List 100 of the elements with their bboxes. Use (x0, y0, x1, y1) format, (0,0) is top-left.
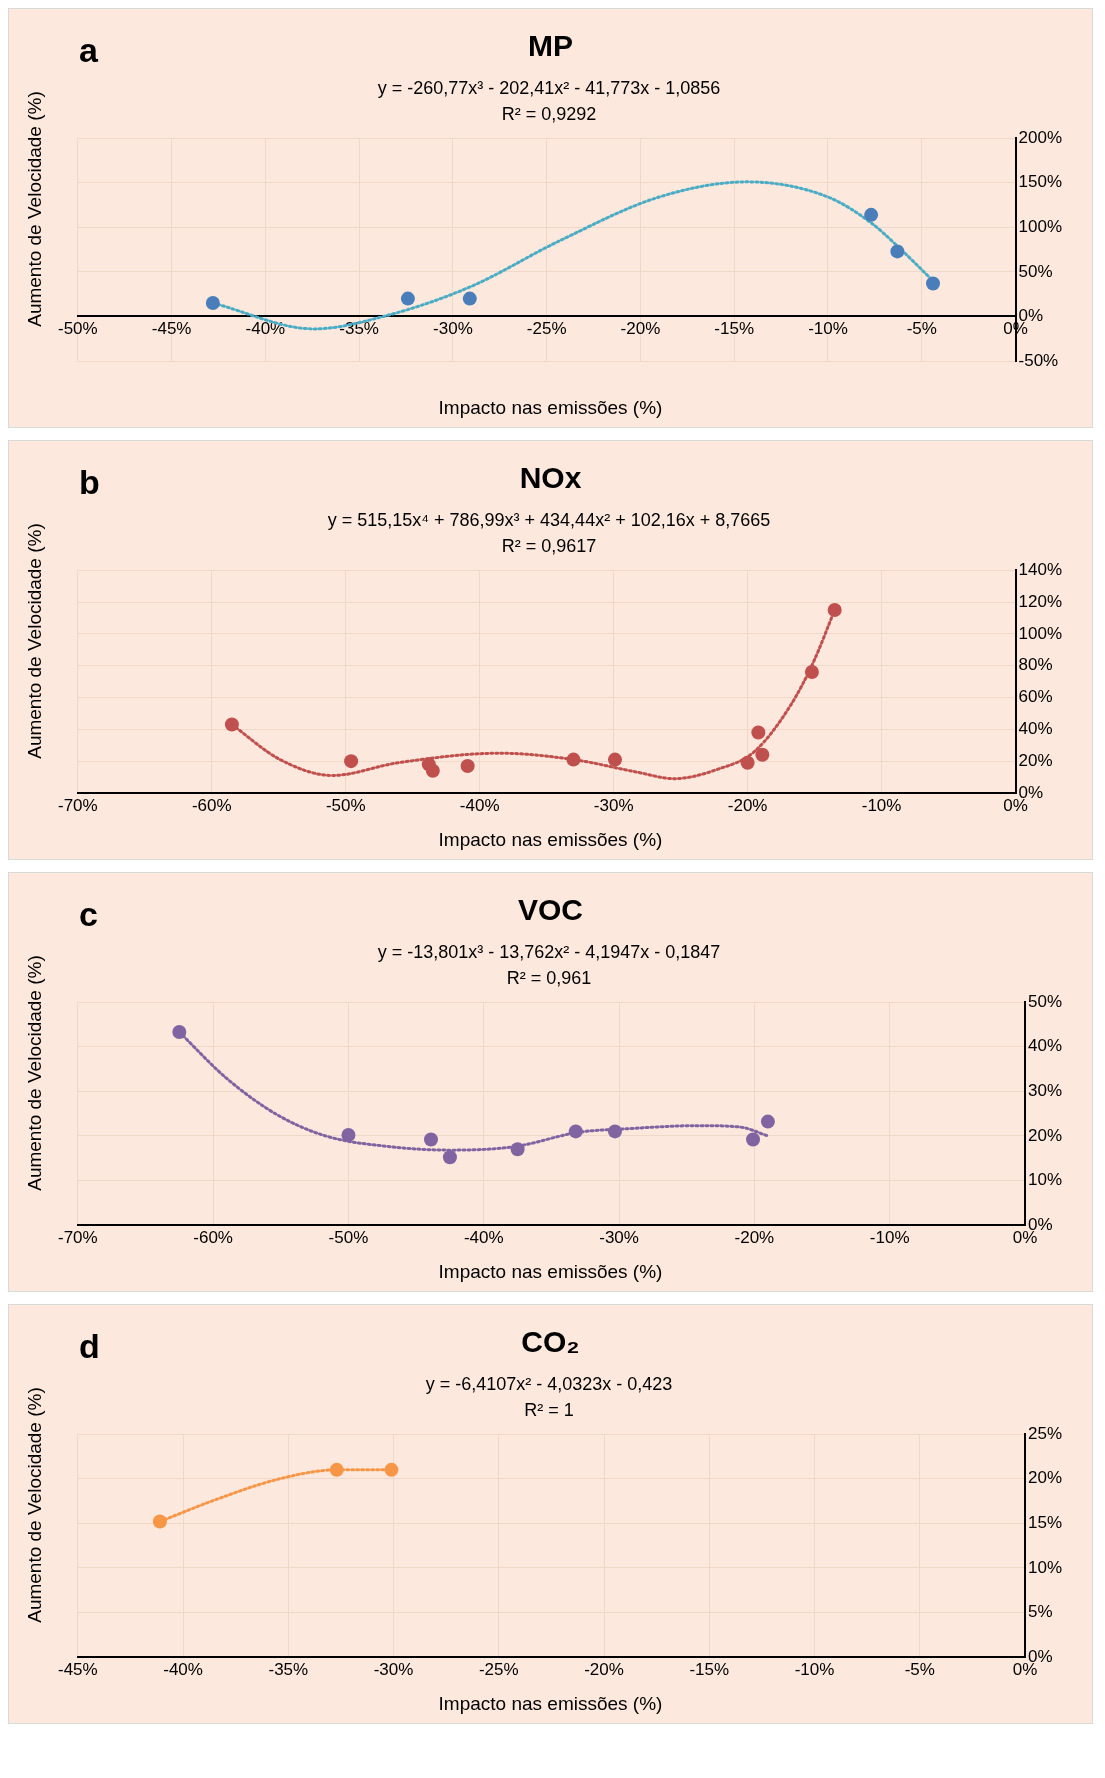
y-tick-label: 30% (1027, 1081, 1063, 1101)
text: R² = 0,9292 (500, 103, 598, 126)
x-tick-label: -50% (328, 1227, 369, 1247)
text: d (79, 1327, 100, 1366)
text: R² = 1 (523, 1399, 575, 1422)
x-tick-label: -5% (906, 319, 937, 339)
y-tick-label: 40% (1027, 1036, 1063, 1056)
text: R² = 0,9617 (500, 535, 598, 558)
x-tick-label: -40% (459, 795, 500, 815)
x-tick-label: -5% (904, 1659, 935, 1679)
point (740, 755, 755, 770)
point (442, 1150, 457, 1165)
y-tick-label: 120% (1018, 591, 1062, 611)
text: c (79, 895, 98, 934)
x-axis-title: Impacto nas emissões (%) (437, 1261, 664, 1283)
y-tick-label: 10% (1027, 1170, 1063, 1190)
point (760, 1114, 775, 1129)
x-tick-label: -25% (478, 1659, 519, 1679)
y-tick-label: 20% (1027, 1468, 1063, 1488)
x-tick-label: -10% (794, 1659, 835, 1679)
y-tick-label: 15% (1027, 1513, 1063, 1533)
text: y = 515,15x⁴ + 786,99x³ + 434,44x² + 102,16x + 8,7665 (326, 509, 772, 532)
x-tick-label: -30% (373, 1659, 414, 1679)
point (344, 754, 359, 769)
x-tick-label: -40% (463, 1227, 504, 1247)
y-tick-label: 40% (1018, 719, 1053, 739)
x-tick-label: -60% (193, 1227, 233, 1247)
x-tick-label: -40% (163, 1659, 203, 1679)
point (205, 296, 220, 311)
x-tick-label: -45% (58, 1659, 98, 1679)
text: R² = 0,961 (505, 967, 593, 990)
point (864, 207, 879, 222)
y-axis-title: Aumento de Velocidade (%) (24, 523, 46, 759)
y-tick-label: 20% (1018, 750, 1053, 770)
x-tick-label: -25% (526, 319, 567, 339)
point (425, 763, 440, 778)
text: y = -13,801x³ - 13,762x² - 4,1947x - 0,1847 (376, 941, 722, 964)
point (172, 1025, 187, 1040)
y-tick-label: 25% (1027, 1423, 1063, 1443)
x-tick-label: -10% (808, 319, 848, 339)
x-tick-label: -50% (58, 319, 98, 339)
point (510, 1142, 525, 1157)
chart-title: MP (528, 29, 573, 62)
point (566, 752, 581, 767)
point (224, 717, 239, 732)
x-axis-title: Impacto nas emissões (%) (437, 1693, 664, 1715)
y-axis-title: Aumento de Velocidade (%) (24, 91, 46, 327)
y-tick-label: 50% (1027, 991, 1063, 1011)
point (804, 665, 819, 680)
point (755, 747, 770, 762)
y-tick-label: 150% (1018, 172, 1062, 192)
point (746, 1132, 761, 1147)
x-tick-label: -50% (325, 795, 366, 815)
y-tick-label: 200% (1018, 127, 1062, 147)
point (460, 758, 475, 773)
point (751, 725, 766, 740)
point (608, 1124, 622, 1139)
point (423, 1132, 438, 1147)
x-tick-label: -15% (714, 319, 755, 339)
point (608, 752, 622, 767)
text: y = -6,4107x² - 4,0323x - 0,423 (424, 1373, 674, 1396)
x-tick-label: -70% (58, 1227, 98, 1247)
x-axis-title: Impacto nas emissões (%) (437, 829, 664, 851)
point (827, 602, 842, 617)
x-tick-label: -15% (689, 1659, 730, 1679)
y-tick-label: 100% (1018, 623, 1062, 643)
x-tick-label: -35% (339, 319, 379, 339)
chart-title: CO₂ (521, 1325, 580, 1358)
x-tick-label: -20% (584, 1659, 624, 1679)
chart-title: VOC (517, 893, 583, 926)
y-tick-label: 10% (1027, 1557, 1063, 1577)
x-tick-label: -10% (861, 795, 902, 815)
point (890, 244, 905, 259)
x-tick-label: -30% (433, 319, 473, 339)
y-axis-title: Aumento de Velocidade (%) (24, 955, 46, 1191)
x-tick-label: -60% (191, 795, 232, 815)
x-tick-label: -45% (151, 319, 192, 339)
y-axis-title: Aumento de Velocidade (%) (24, 1387, 46, 1623)
y-tick-label: 140% (1018, 559, 1062, 579)
y-tick-label: 100% (1018, 217, 1062, 237)
x-tick-label: -40% (245, 319, 286, 339)
x-tick-label: -10% (869, 1227, 910, 1247)
text: b (79, 463, 100, 502)
x-tick-label: -70% (58, 795, 98, 815)
point (341, 1127, 356, 1142)
point (462, 291, 477, 306)
x-tick-label: -30% (593, 795, 634, 815)
y-tick-label: 20% (1027, 1125, 1063, 1145)
point (400, 291, 415, 306)
y-tick-label: -50% (1018, 350, 1059, 370)
chart-title: NOx (519, 461, 582, 494)
point (926, 276, 941, 291)
text: a (79, 31, 98, 70)
x-tick-label: -20% (620, 319, 661, 339)
x-tick-label: -35% (268, 1659, 309, 1679)
y-tick-label: 80% (1018, 655, 1053, 675)
y-tick-label: 50% (1018, 261, 1053, 281)
point (568, 1124, 583, 1139)
y-tick-label: 60% (1018, 687, 1053, 707)
x-tick-label: -20% (734, 1227, 775, 1247)
